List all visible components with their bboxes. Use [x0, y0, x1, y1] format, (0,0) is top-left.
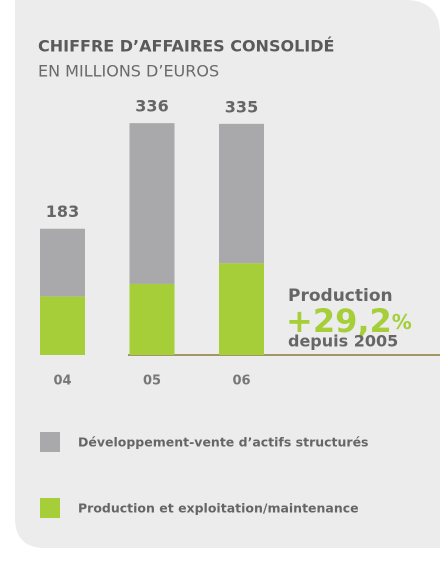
- annotation-label: Production: [288, 286, 393, 306]
- legend-label: Production et exploitation/maintenance: [78, 501, 359, 516]
- chart-title: CHIFFRE D’AFFAIRES CONSOLIDÉ: [38, 37, 334, 56]
- total-label: 336: [135, 97, 168, 116]
- annotation-note: depuis 2005: [288, 332, 398, 351]
- bar-segment: [40, 228, 85, 297]
- chart-subtitle: EN MILLIONS D’EUROS: [38, 62, 219, 81]
- total-label: 335: [225, 97, 258, 116]
- x-tick-label: 04: [53, 374, 71, 389]
- bar-segment: [219, 123, 264, 264]
- legend-swatch: [40, 432, 60, 452]
- x-tick-label: 05: [143, 374, 161, 389]
- legend-swatch: [40, 498, 60, 518]
- annotation-unit: %: [392, 310, 412, 334]
- bar-segment: [129, 283, 175, 355]
- bar-segment: [40, 296, 85, 355]
- annotation-value: +29,2%: [286, 302, 412, 340]
- legend-label: Développement-vente d’actifs structurés: [78, 435, 369, 450]
- total-label: 183: [46, 202, 79, 221]
- bar-segment: [129, 123, 175, 284]
- x-tick-label: 06: [232, 374, 250, 389]
- annotation-number: +29,2: [286, 302, 392, 340]
- bar-segment: [219, 263, 264, 355]
